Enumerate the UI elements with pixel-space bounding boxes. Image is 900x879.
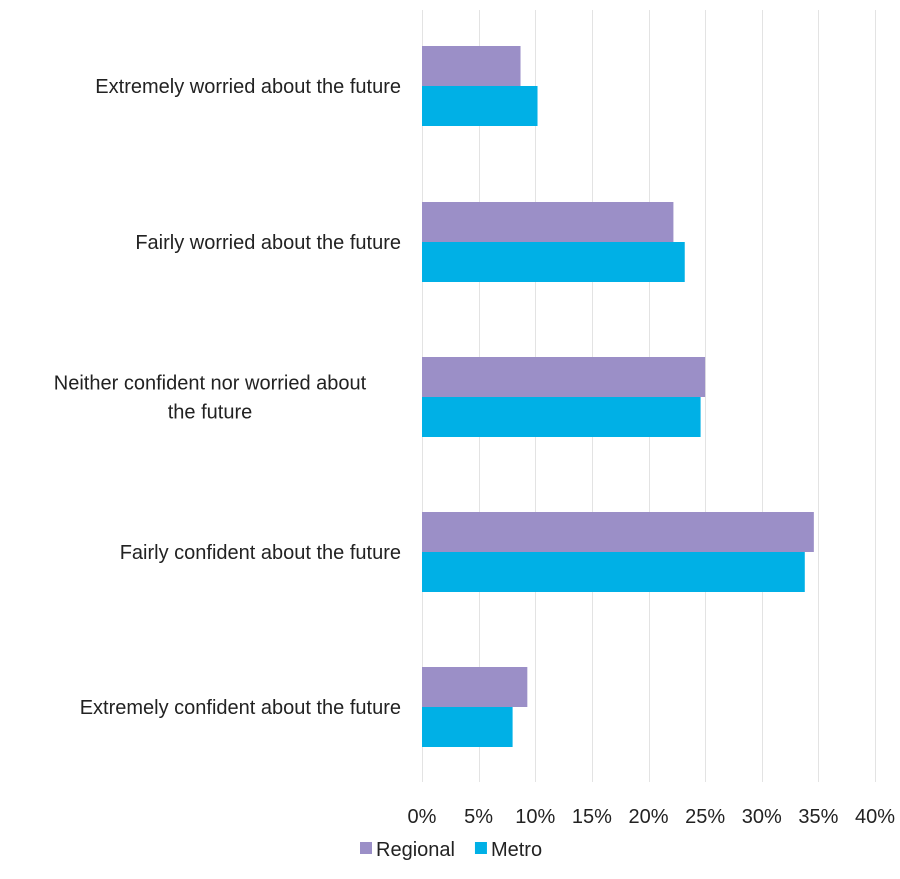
bar-metro-1 [422,86,538,126]
x-tick-label: 35% [798,806,838,828]
bar-regional-4 [422,512,814,552]
category-label-line: the future [168,402,253,424]
legend-label-regional: Regional [376,839,455,861]
bar-metro-3 [422,397,701,437]
category-label-line: Extremely worried about the future [95,76,401,98]
category-label: Extremely confident about the future [80,697,401,719]
category-label: Fairly worried about the future [135,232,401,254]
legend: Regional Metro [360,839,542,861]
category-label-line: Fairly confident about the future [120,542,401,564]
bar-regional-3 [422,357,706,397]
category-label-line: Fairly worried about the future [135,232,401,254]
bars [422,46,814,747]
category-label-line: Neither confident nor worried about [54,373,367,395]
bar-metro-4 [422,552,805,592]
bar-metro-5 [422,707,513,747]
x-axis-tick-labels: 0% 5% 10% 15% 20% 25% 30% 35% 40% [408,806,896,828]
legend-label-metro: Metro [491,839,542,861]
x-tick-label: 5% [464,806,493,828]
bar-metro-2 [422,242,685,282]
x-tick-label: 0% [408,806,437,828]
x-tick-label: 40% [855,806,895,828]
x-tick-label: 20% [628,806,668,828]
x-tick-label: 30% [742,806,782,828]
category-label: Extremely worried about the future [95,76,401,98]
category-labels: Extremely worried about the future Fairly… [54,76,401,719]
bar-regional-5 [422,667,528,707]
legend-swatch-regional [360,842,372,854]
x-tick-label: 10% [515,806,555,828]
x-tick-label: 25% [685,806,725,828]
category-label: Fairly confident about the future [120,542,401,564]
bar-regional-2 [422,202,674,242]
category-label-line: Extremely confident about the future [80,697,401,719]
category-label: Neither confident nor worried about the f… [54,373,367,424]
legend-swatch-metro [474,842,487,854]
x-tick-label: 15% [572,806,612,828]
bar-regional-1 [422,46,521,86]
